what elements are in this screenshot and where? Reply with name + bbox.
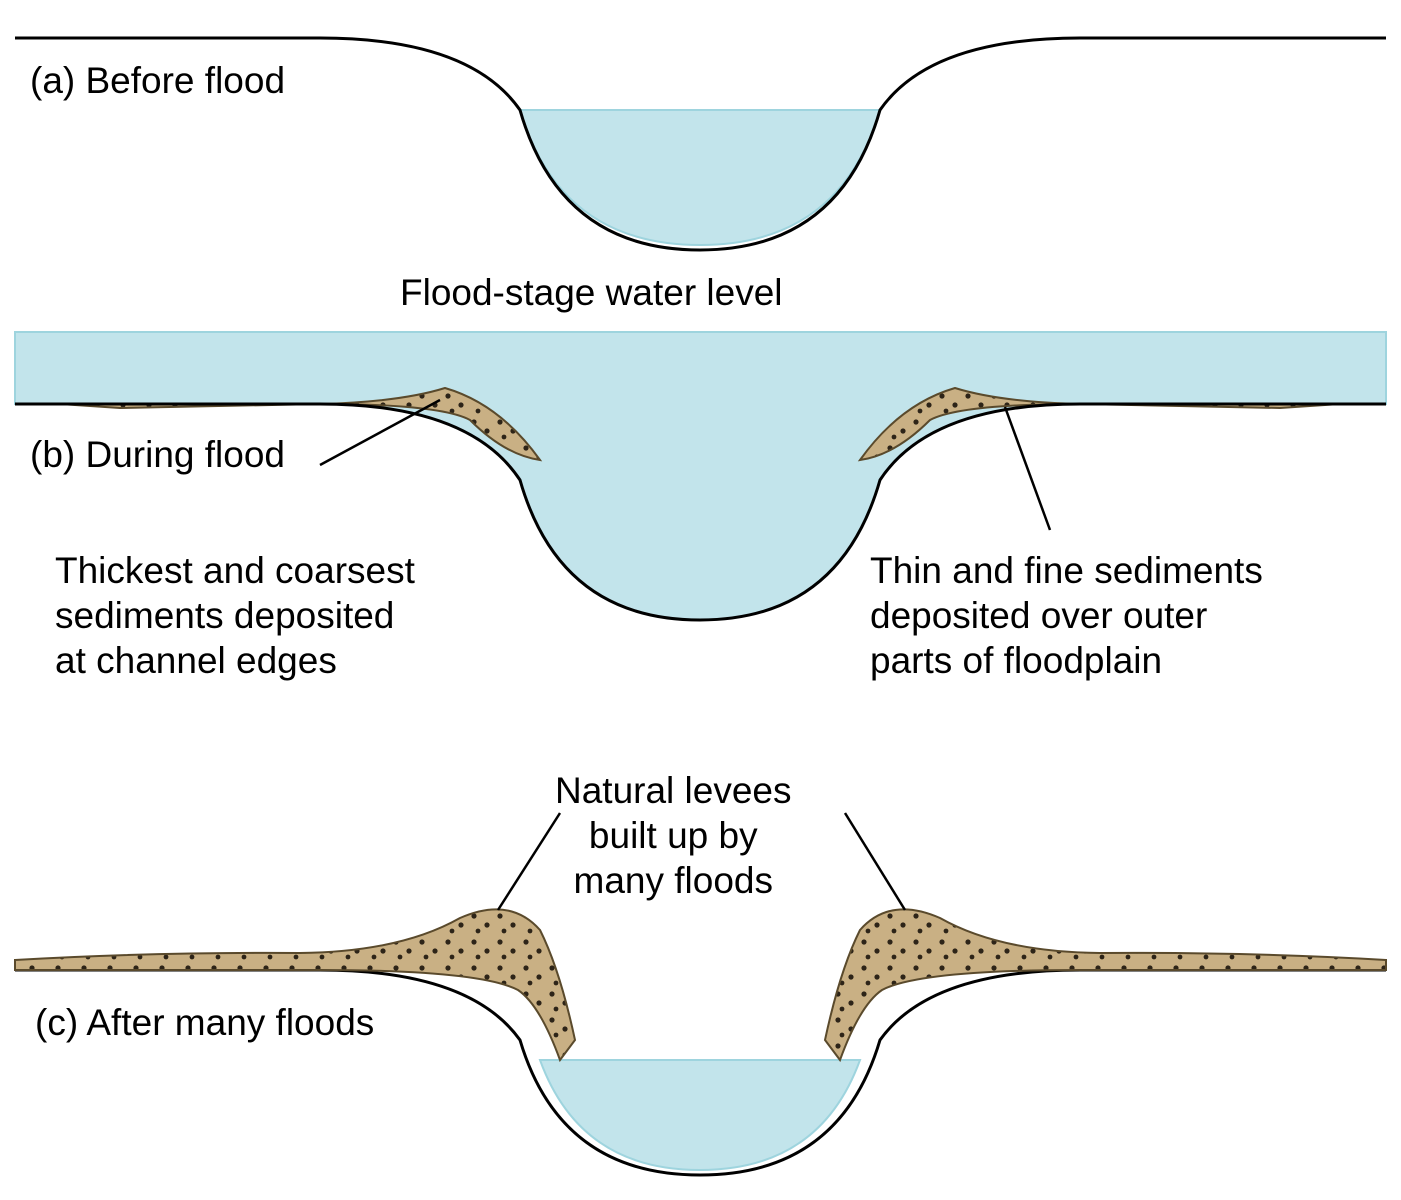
leader-c-left (498, 813, 560, 910)
diagram-root: (a) Before flood Flood-stage water level… (0, 0, 1401, 1200)
label-b-title: (b) During flood (30, 432, 285, 477)
leader-b-left (320, 400, 440, 465)
label-b-left: Thickest and coarsest sediments deposite… (55, 548, 415, 683)
leader-b-right (1005, 407, 1050, 530)
label-c-center: Natural levees built up by many floods (555, 768, 792, 903)
label-a-title: (a) Before flood (30, 58, 285, 103)
label-b-center: Flood-stage water level (400, 270, 783, 315)
leader-c-right (845, 813, 905, 910)
label-c-title: (c) After many floods (35, 1000, 374, 1045)
panel-a-water (520, 110, 880, 245)
label-b-right: Thin and fine sediments deposited over o… (870, 548, 1263, 683)
panel-c-levee-right-dots (825, 909, 1386, 1060)
panel-c-water (540, 1060, 860, 1170)
